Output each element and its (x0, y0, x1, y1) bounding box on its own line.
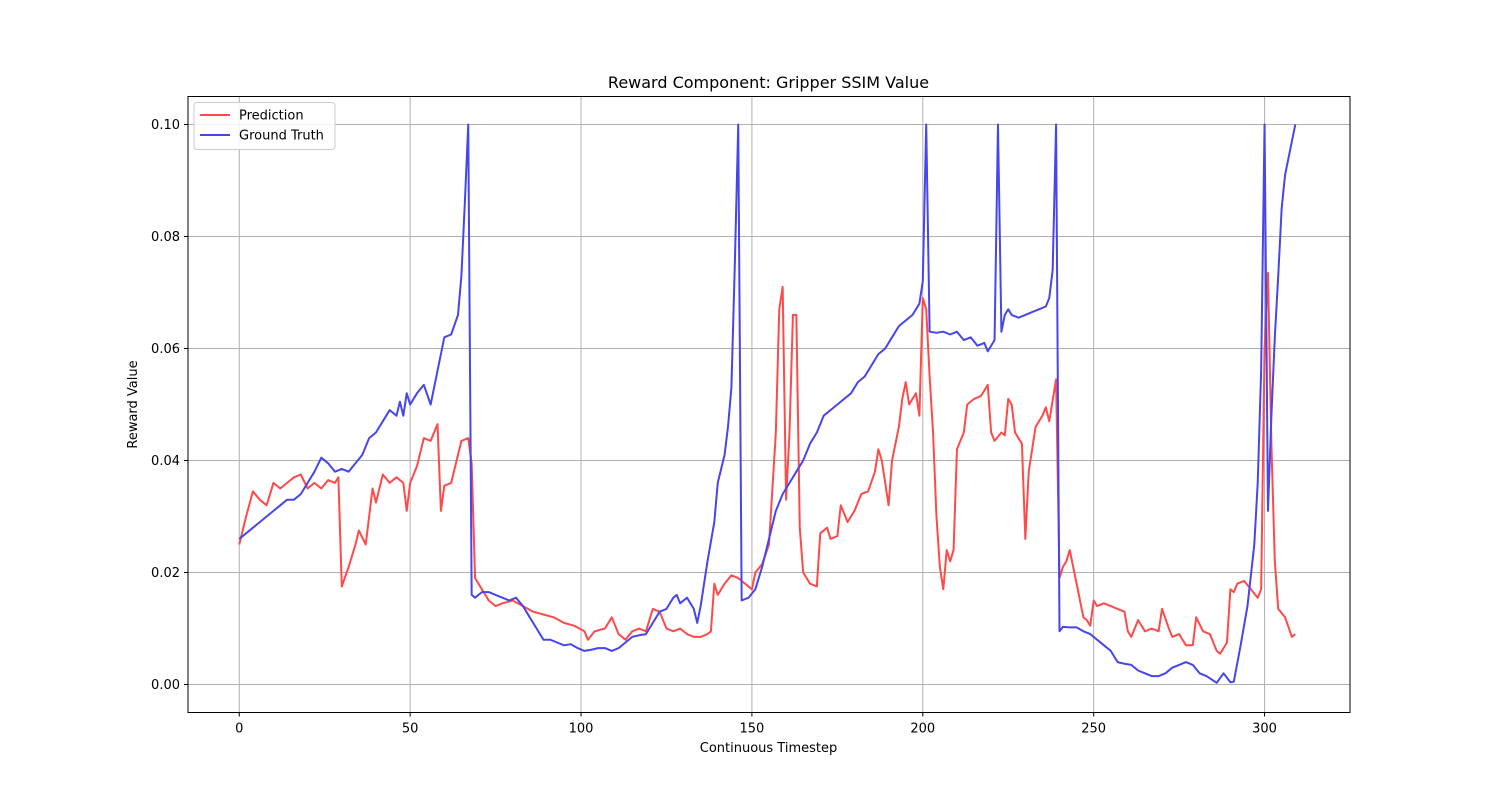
chart-title: Reward Component: Gripper SSIM Value (608, 73, 929, 92)
series-line-ground-truth (238, 123, 1297, 684)
x-tick-label: 250 (1081, 722, 1106, 737)
x-tick-label: 0 (235, 722, 243, 737)
y-axis-ticks: 0.00 0.02 0.04 0.06 0.08 0.10 (151, 118, 188, 693)
x-tick-label: 200 (910, 722, 935, 737)
y-tick-label: 0.00 (151, 678, 180, 693)
y-tick-label: 0.04 (151, 454, 180, 469)
y-tick-label: 0.06 (151, 342, 180, 357)
legend: Prediction Ground Truth (193, 102, 336, 150)
y-tick-label: 0.10 (151, 118, 180, 133)
x-tick-label: 300 (1252, 722, 1277, 737)
x-axis-label: Continuous Timestep (700, 741, 838, 756)
y-tick-label: 0.08 (151, 230, 180, 245)
plot-area-frame (187, 96, 1351, 713)
y-axis-label: Reward Value (126, 360, 141, 448)
x-tick-label: 50 (402, 722, 419, 737)
x-axis-ticks: 0 50 100 150 200 250 300 (235, 712, 1277, 737)
x-tick-label: 150 (739, 722, 764, 737)
series-line-prediction (238, 271, 1296, 655)
legend-label-ground-truth: Ground Truth (239, 129, 324, 144)
x-tick-label: 100 (569, 722, 594, 737)
series-lines (238, 123, 1297, 684)
legend-label-prediction: Prediction (239, 109, 304, 124)
y-tick-label: 0.02 (151, 566, 180, 581)
